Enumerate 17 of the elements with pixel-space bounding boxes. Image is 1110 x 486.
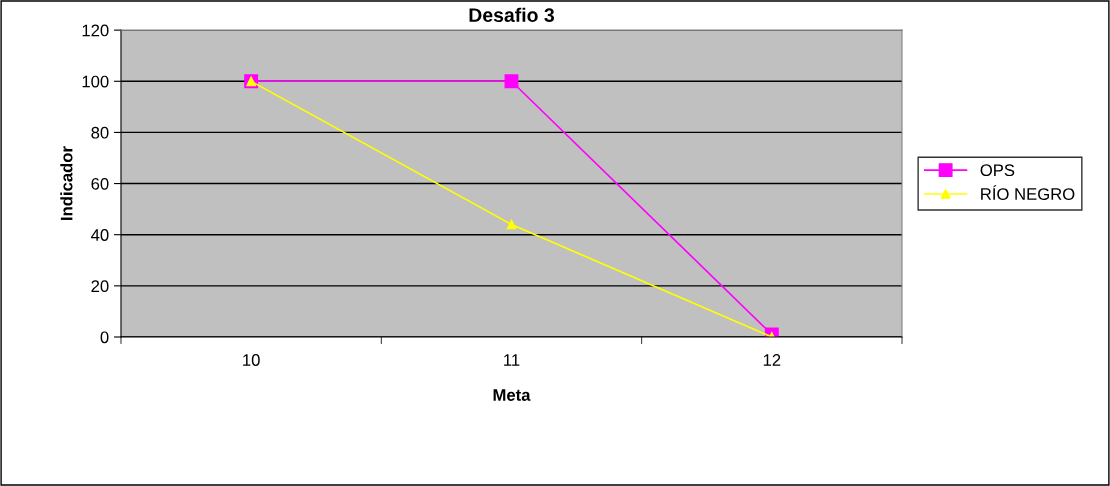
x-tick-label: 11 [504, 354, 520, 366]
y-tick-label: 20 [91, 280, 109, 293]
legend-label: OPS [980, 164, 1015, 177]
y-axis-title: Indicador [60, 146, 73, 220]
legend-label: RÍO NEGRO [981, 185, 1075, 200]
y-tick-label: 80 [91, 126, 109, 139]
y-tick-label: 40 [91, 229, 109, 241]
x-axis-title: Meta [493, 389, 531, 401]
point [506, 219, 517, 230]
point [504, 74, 519, 89]
y-tick-label: 0 [100, 331, 109, 344]
x-tick-label: 10 [243, 354, 260, 366]
y-tick-label: 120 [82, 24, 109, 37]
y-tick-label: 100 [82, 75, 109, 88]
x-tick-label: 12 [763, 354, 781, 366]
y-tick-label: 60 [91, 177, 109, 190]
chart-title: Desafio 3 [469, 7, 555, 23]
